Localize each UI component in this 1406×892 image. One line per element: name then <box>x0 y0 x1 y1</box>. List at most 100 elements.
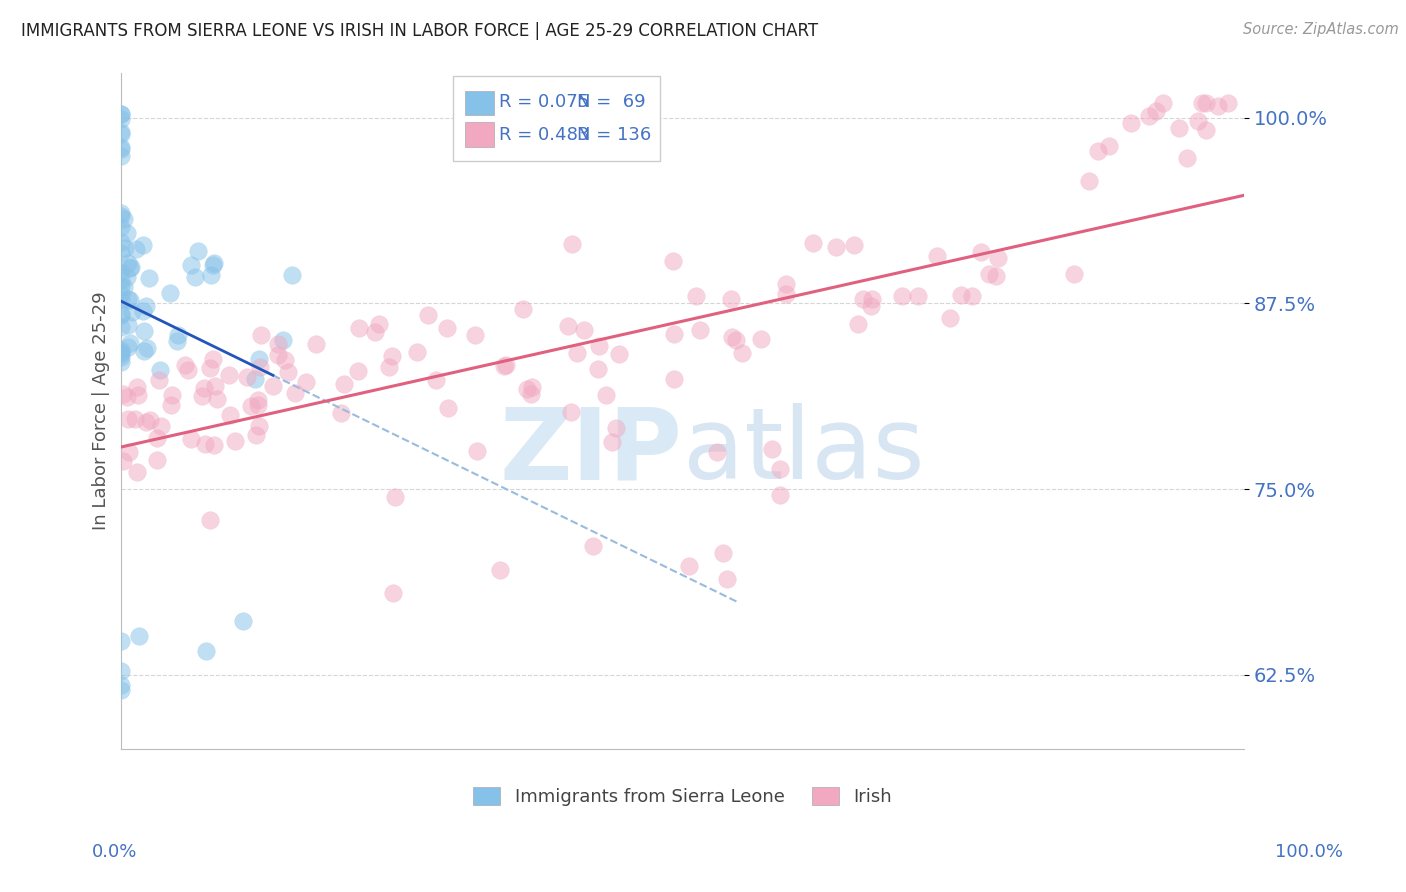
Point <box>245 372 267 386</box>
Point <box>180 432 202 446</box>
Point <box>281 268 304 282</box>
Point <box>284 386 307 401</box>
Point <box>149 363 172 377</box>
Point <box>146 431 169 445</box>
Point <box>769 487 792 501</box>
Text: 0.0%: 0.0% <box>91 843 136 861</box>
Point <box>574 323 596 337</box>
Point <box>925 249 948 263</box>
Point <box>605 421 627 435</box>
Point <box>110 664 132 678</box>
Point <box>148 373 170 387</box>
Point <box>495 358 517 372</box>
Point <box>146 453 169 467</box>
Point <box>195 644 218 658</box>
Point <box>824 239 846 253</box>
Point <box>406 345 429 359</box>
Text: N =  69: N = 69 <box>578 93 645 112</box>
Point <box>1144 104 1167 119</box>
Point <box>110 279 132 293</box>
Point <box>110 293 132 307</box>
Point <box>204 379 226 393</box>
Point <box>295 376 318 390</box>
Point <box>110 307 132 321</box>
Point <box>1216 95 1239 110</box>
Text: ZIP: ZIP <box>501 403 683 500</box>
Point <box>174 358 197 372</box>
Point <box>271 333 294 347</box>
Point <box>110 308 132 322</box>
Point <box>332 376 354 391</box>
Point <box>720 292 742 306</box>
Point <box>135 299 157 313</box>
Point <box>689 323 711 337</box>
Point <box>860 299 883 313</box>
Point <box>330 406 353 420</box>
Point <box>607 347 630 361</box>
Point <box>117 227 139 241</box>
Point <box>685 289 707 303</box>
Point <box>1077 174 1099 188</box>
Point <box>111 454 134 468</box>
Point <box>1168 120 1191 135</box>
Point <box>464 327 486 342</box>
Point <box>520 386 543 401</box>
Point <box>120 336 142 351</box>
Point <box>138 271 160 285</box>
Point <box>1208 99 1230 113</box>
Point <box>1063 267 1085 281</box>
Point <box>970 244 993 259</box>
Point <box>110 140 132 154</box>
Point <box>127 388 149 402</box>
Point <box>267 348 290 362</box>
Point <box>110 682 132 697</box>
Point <box>560 404 582 418</box>
Point <box>565 346 588 360</box>
Point <box>202 258 225 272</box>
Point <box>377 359 399 374</box>
Point <box>1152 95 1174 110</box>
Point <box>201 351 224 366</box>
Point <box>200 268 222 282</box>
Point <box>247 393 270 408</box>
Point <box>111 387 134 401</box>
Point <box>1087 145 1109 159</box>
Point <box>218 368 240 383</box>
Point <box>1187 113 1209 128</box>
Point <box>117 340 139 354</box>
Point <box>118 445 141 459</box>
Point <box>110 142 132 156</box>
Point <box>110 347 132 361</box>
Point <box>305 337 328 351</box>
Point <box>249 359 271 374</box>
Point <box>245 428 267 442</box>
Point <box>512 302 534 317</box>
Point <box>204 438 226 452</box>
Point <box>262 379 284 393</box>
Point <box>852 292 875 306</box>
Point <box>117 318 139 332</box>
Point <box>247 419 270 434</box>
Point <box>180 258 202 272</box>
Point <box>132 237 155 252</box>
Point <box>134 324 156 338</box>
Point <box>662 372 685 386</box>
Point <box>110 128 132 142</box>
Point <box>488 563 510 577</box>
Text: R = 0.483: R = 0.483 <box>499 126 589 144</box>
FancyBboxPatch shape <box>453 77 661 161</box>
Point <box>127 465 149 479</box>
Point <box>494 359 516 373</box>
Point <box>110 112 132 126</box>
Point <box>110 272 132 286</box>
Point <box>115 269 138 284</box>
Point <box>202 256 225 270</box>
Point <box>436 320 458 334</box>
Point <box>1175 151 1198 165</box>
Point <box>769 462 792 476</box>
Point <box>136 341 159 355</box>
Point <box>110 220 132 235</box>
Text: atlas: atlas <box>683 403 924 500</box>
Point <box>118 260 141 275</box>
Point <box>848 318 870 332</box>
